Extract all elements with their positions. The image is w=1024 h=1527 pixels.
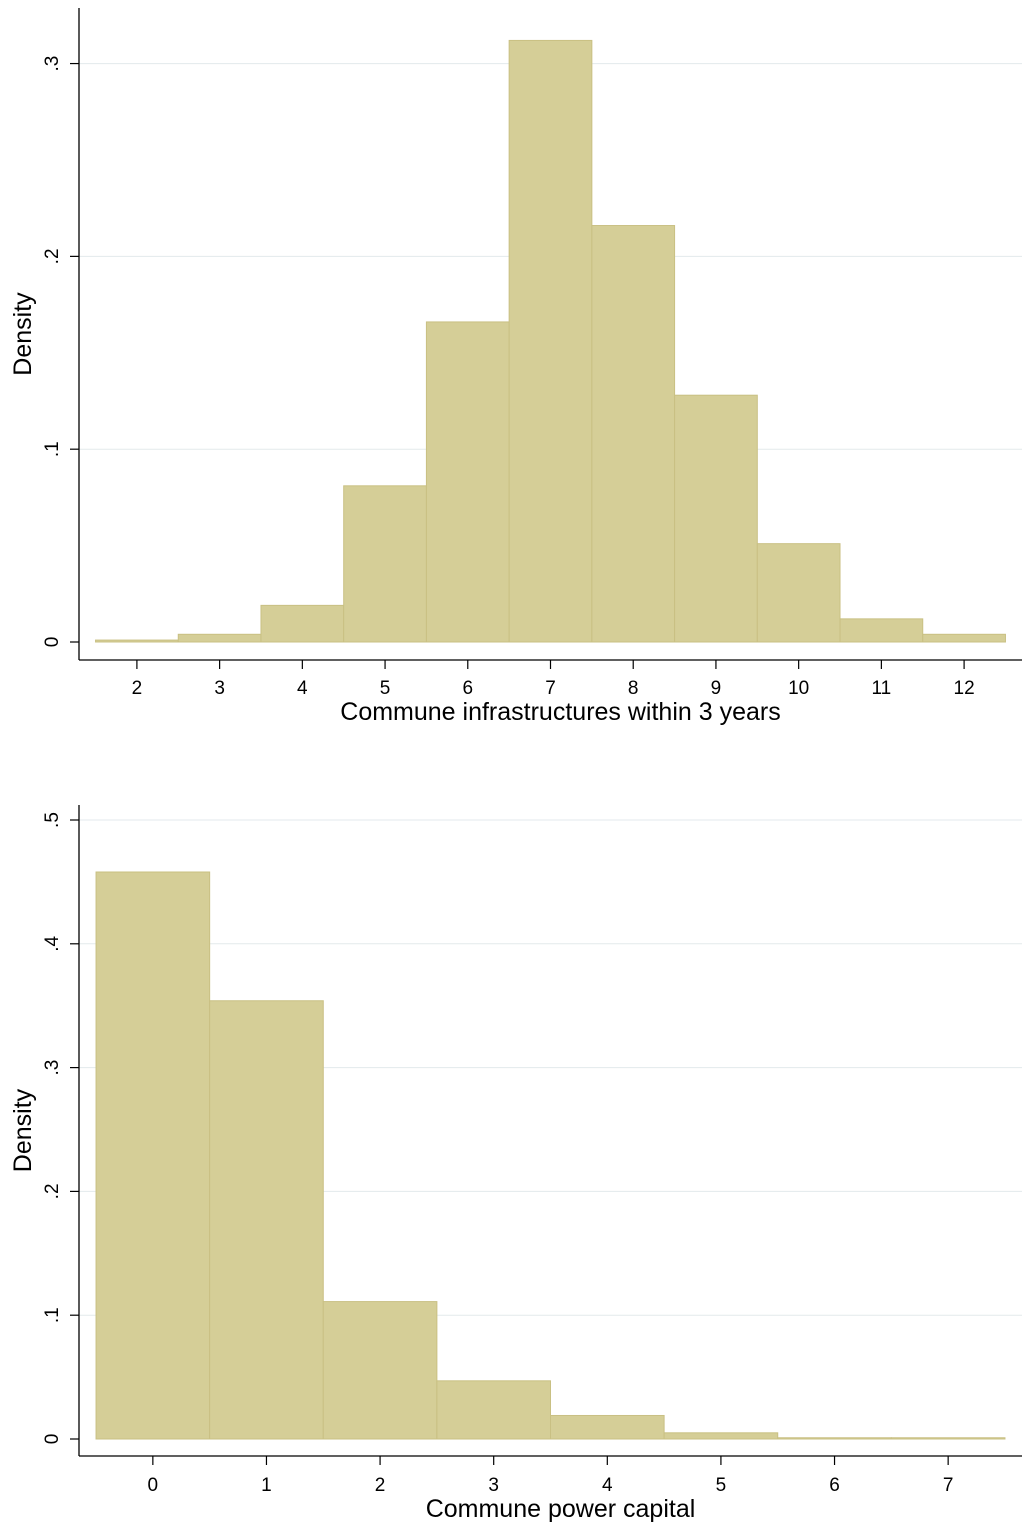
y-tick-label: .3 bbox=[42, 1060, 63, 1076]
histogram-bar bbox=[890, 1437, 1006, 1440]
y-tick-label: .2 bbox=[42, 1183, 63, 1199]
x-tick-label: 6 bbox=[829, 1475, 840, 1496]
x-tick-label: 3 bbox=[488, 1475, 499, 1496]
histogram-bar bbox=[591, 225, 676, 643]
x-tick-label: 5 bbox=[380, 678, 391, 699]
histogram-infrastructures: 0 .1 .2 .3 2 3 4 5 6 7 8 9 10 11 12 Commune infrastruct… bbox=[9, 8, 1022, 726]
y-axis-title: Density bbox=[9, 1088, 37, 1172]
histogram-bar bbox=[756, 543, 841, 643]
x-tick-label: 4 bbox=[602, 1475, 613, 1496]
histogram-bar bbox=[663, 1432, 779, 1440]
y-tick-label: .1 bbox=[42, 1307, 63, 1323]
histogram-bar bbox=[839, 618, 924, 643]
histogram-bar bbox=[777, 1437, 892, 1440]
histogram-bar bbox=[922, 633, 1006, 643]
x-tick-label: 7 bbox=[943, 1475, 954, 1496]
x-tick-label: 6 bbox=[462, 678, 473, 699]
histogram-bar bbox=[674, 394, 758, 643]
x-axis-title: Commune power capital bbox=[426, 1495, 696, 1523]
y-tick-label: 0 bbox=[42, 1434, 63, 1445]
histogram-bar bbox=[425, 321, 510, 643]
histogram-power-capital: 0 .1 .2 .3 .4 .5 0 1 2 3 4 5 6 7 Commune power capital… bbox=[9, 805, 1022, 1523]
x-tick-label: 3 bbox=[214, 678, 225, 699]
x-tick-label: 2 bbox=[375, 1475, 386, 1496]
x-tick-label: 9 bbox=[711, 678, 722, 699]
y-axis-title: Density bbox=[9, 292, 37, 376]
x-tick-label: 5 bbox=[716, 1475, 727, 1496]
x-tick-label: 2 bbox=[132, 678, 143, 699]
histogram-bar bbox=[95, 639, 179, 643]
y-tick-label: .2 bbox=[42, 248, 63, 264]
histogram-bar bbox=[550, 1414, 665, 1440]
x-tick-label: 0 bbox=[148, 1475, 159, 1496]
x-tick-label: 10 bbox=[788, 678, 809, 699]
histogram-bar bbox=[436, 1380, 551, 1440]
y-tick-label: .5 bbox=[42, 812, 63, 828]
x-tick-label: 11 bbox=[872, 678, 892, 699]
histogram-bar bbox=[508, 39, 593, 643]
y-tick-label: .4 bbox=[42, 935, 63, 951]
y-tick-label: 0 bbox=[42, 637, 63, 648]
x-tick-label: 1 bbox=[261, 1475, 272, 1496]
x-tick-label: 4 bbox=[297, 678, 308, 699]
histogram-bar bbox=[177, 633, 262, 643]
histogram-bar bbox=[343, 485, 427, 643]
histogram-bar bbox=[260, 604, 345, 643]
y-tick-label: .3 bbox=[42, 56, 63, 72]
x-tick-label: 12 bbox=[954, 678, 975, 699]
histogram-bar bbox=[209, 1000, 324, 1440]
y-tick-label: .1 bbox=[42, 441, 63, 457]
x-tick-label: 7 bbox=[545, 678, 556, 699]
x-tick-label: 8 bbox=[628, 678, 639, 699]
x-axis-title: Commune infrastructures within 3 years bbox=[340, 698, 780, 726]
histogram-bar bbox=[95, 871, 211, 1440]
histogram-bar bbox=[322, 1301, 438, 1440]
